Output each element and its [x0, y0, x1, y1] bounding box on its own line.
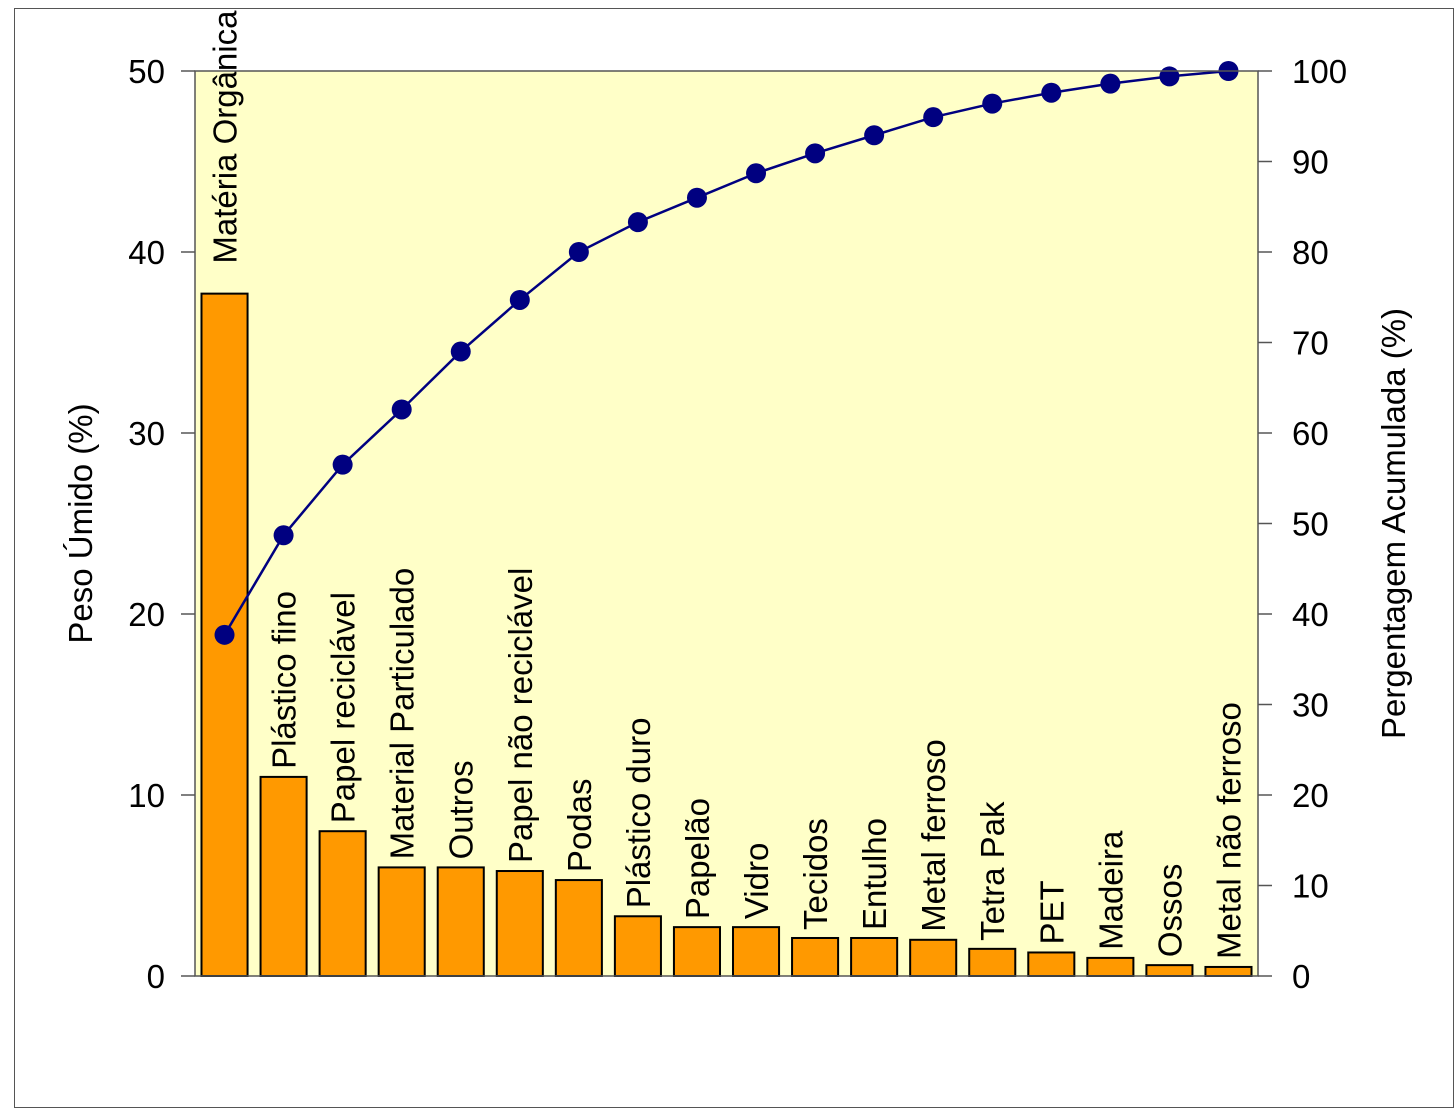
bar	[731, 926, 781, 978]
bar	[1204, 965, 1253, 978]
cumulative-point	[214, 624, 235, 645]
right-tick-label: 20	[1292, 777, 1329, 814]
category-label: PET	[1033, 880, 1070, 944]
bar	[613, 915, 662, 978]
cumulative-point	[982, 93, 1003, 114]
bar	[672, 926, 722, 978]
bar	[1145, 964, 1194, 978]
plot-border	[194, 70, 1259, 977]
category-label: Papel reciclável	[325, 592, 362, 823]
cumulative-line-series	[214, 61, 1239, 645]
bar	[791, 936, 840, 977]
cumulative-point	[568, 242, 589, 262]
category-label: Entulho	[856, 818, 893, 930]
left-tick-label: 30	[128, 415, 165, 452]
cumulative-point	[509, 289, 530, 310]
category-label: Matéria Orgânica	[207, 10, 244, 264]
left-tick-label: 50	[128, 53, 165, 90]
cumulative-point	[686, 187, 707, 208]
left-tick-label: 0	[147, 958, 165, 995]
bar	[1086, 956, 1135, 978]
bar	[554, 879, 603, 978]
category-label: Tecidos	[797, 818, 834, 930]
category-label: Papelão	[679, 798, 716, 919]
bar	[259, 775, 308, 978]
category-label: Outros	[443, 760, 480, 859]
cumulative-point	[1041, 82, 1062, 103]
cumulative-point	[273, 525, 294, 546]
category-label: Metal não ferroso	[1210, 702, 1247, 959]
right-y-axis: 0 10 20 30 40 50 60 70 80 90 100	[1258, 53, 1347, 995]
cumulative-point	[332, 454, 353, 475]
cumulative-point	[627, 212, 648, 233]
left-tick-label: 10	[128, 777, 165, 814]
left-axis-title: Peso Úmido (%)	[62, 403, 99, 643]
left-y-axis: 0 10 20 30 40 50	[128, 53, 195, 995]
right-tick-label: 30	[1292, 687, 1329, 724]
cumulative-point	[391, 399, 412, 420]
right-tick-label: 60	[1292, 415, 1329, 452]
bar	[495, 870, 544, 978]
bar	[909, 938, 958, 977]
cumulative-point	[1159, 66, 1180, 87]
bar	[1027, 951, 1076, 977]
right-tick-label: 50	[1292, 506, 1329, 543]
right-tick-label: 40	[1292, 596, 1329, 633]
category-label: Madeira	[1092, 830, 1129, 950]
category-label: Papel não reciclável	[502, 568, 539, 863]
cumulative-point	[450, 341, 471, 362]
right-tick-label: 0	[1292, 958, 1310, 995]
bar	[436, 866, 485, 978]
right-tick-label: 80	[1292, 234, 1329, 271]
cumulative-point	[746, 163, 767, 184]
right-tick-label: 90	[1292, 144, 1329, 181]
left-tick-label: 20	[128, 596, 165, 633]
category-label: Tetra Pak	[974, 801, 1011, 941]
pareto-chart: Matéria Orgânica Plástico fino Papel recic…	[62, 10, 1412, 995]
plot-area	[195, 71, 1258, 976]
right-tick-label: 70	[1292, 325, 1329, 362]
bar	[968, 947, 1017, 977]
bar	[850, 936, 899, 977]
category-label: Plástico fino	[266, 591, 303, 769]
cumulative-point	[805, 143, 826, 164]
right-axis-title: Pergentagem Acumulada (%)	[1375, 308, 1412, 739]
category-label: Podas	[561, 778, 598, 872]
left-tick-label: 40	[128, 234, 165, 271]
cumulative-point	[1100, 73, 1121, 94]
bar	[377, 866, 426, 978]
cumulative-point	[923, 107, 944, 128]
category-label: Material Particulado	[384, 568, 421, 860]
bar-series: Matéria Orgânica Plástico fino Papel recic…	[200, 10, 1253, 978]
right-tick-label: 100	[1292, 53, 1347, 90]
bar	[318, 830, 367, 978]
cumulative-point	[864, 125, 885, 146]
category-label: Metal ferroso	[915, 739, 952, 932]
category-label: Vidro	[738, 843, 775, 919]
category-label: Plástico duro	[620, 718, 657, 909]
category-label: Ossos	[1151, 864, 1188, 958]
right-tick-label: 10	[1292, 868, 1329, 905]
